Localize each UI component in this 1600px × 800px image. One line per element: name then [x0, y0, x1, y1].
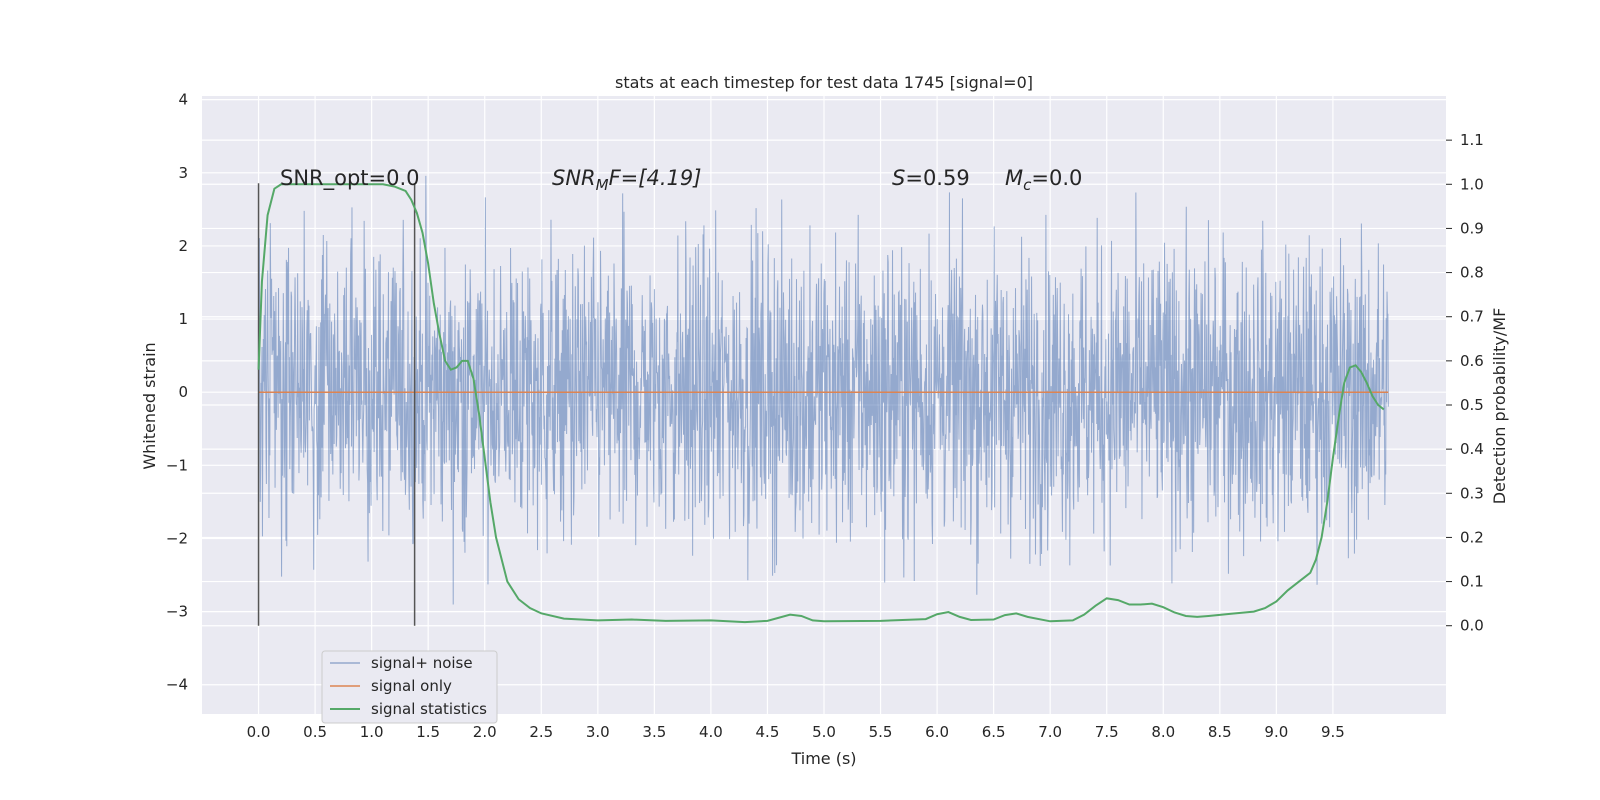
y-right-tick-label: 0.6 — [1460, 352, 1484, 370]
y-right-tick-label: 0.8 — [1460, 264, 1484, 282]
y-tick-label: 4 — [178, 91, 188, 109]
y-right-tick-label: 0.1 — [1460, 573, 1484, 591]
x-tick-label: 4.0 — [699, 723, 723, 741]
x-tick-label: 4.5 — [756, 723, 780, 741]
y-right-tick-label: 0.4 — [1460, 440, 1484, 458]
y-tick-label: −3 — [166, 603, 188, 621]
mc-value: =0.0 — [1031, 166, 1082, 190]
x-tick-labels: 0.0 0.5 1.0 1.5 2.0 2.5 3.0 3.5 4.0 4.5 5.0 5.5 6.0 6… — [247, 723, 1345, 741]
legend-label-signal-only: signal only — [371, 677, 452, 695]
x-tick-label: 2.0 — [473, 723, 497, 741]
y-tick-label: −2 — [166, 529, 188, 547]
y-right-tick-label: 0.9 — [1460, 219, 1484, 237]
legend-box — [321, 650, 498, 724]
s-value: =0.59 — [905, 166, 969, 190]
x-tick-label: 2.5 — [529, 723, 553, 741]
x-tick-label: 8.0 — [1151, 723, 1175, 741]
legend: signal+ noise signal only signal statist… — [321, 650, 498, 724]
y-tick-label: 2 — [178, 237, 188, 255]
annotation-mc: Mc=0.0 — [1005, 166, 1082, 194]
y-right-tick-label: 0.5 — [1460, 396, 1484, 414]
x-tick-label: 7.0 — [1038, 723, 1062, 741]
x-tick-label: 3.5 — [642, 723, 666, 741]
s-label: S — [892, 166, 905, 190]
y-tick-label: 0 — [178, 383, 188, 401]
y-right-tick-label: 1.1 — [1460, 131, 1484, 149]
x-tick-label: 0.5 — [303, 723, 327, 741]
annotation-snr-mf: SNRMF=[4.19] — [552, 166, 701, 194]
legend-label-signal-plus-noise: signal+ noise — [371, 654, 473, 672]
x-tick-label: 6.0 — [925, 723, 949, 741]
y-right-tick-label: 0.2 — [1460, 528, 1484, 546]
y-right-axis-label: Detection probability/MF — [1490, 308, 1509, 505]
snr-mf-sub: M — [596, 176, 609, 194]
y-right-tick-label: 1.0 — [1460, 175, 1484, 193]
y-tick-label: −4 — [166, 676, 188, 694]
y-right-tick-label: 0.3 — [1460, 484, 1484, 502]
vertical-markers — [257, 183, 416, 626]
y-right-tick-label: 0.0 — [1460, 617, 1484, 635]
x-tick-label: 5.5 — [869, 723, 893, 741]
mc-base: M — [1005, 166, 1023, 190]
y-tick-label: −1 — [166, 456, 188, 474]
x-tick-label: 1.5 — [416, 723, 440, 741]
y-tick-label: 3 — [178, 164, 188, 182]
y-axis-label: Whitened strain — [140, 342, 159, 469]
snr-mf-rest: F=[4.19] — [609, 166, 702, 190]
annotation-s: S=0.59 — [892, 166, 970, 190]
x-tick-label: 3.0 — [586, 723, 610, 741]
legend-label-signal-statistics: signal statistics — [371, 700, 487, 718]
series-signal-statistics — [257, 183, 1385, 624]
x-tick-label: 6.5 — [982, 723, 1006, 741]
snr-mf-base: SNR — [552, 166, 596, 190]
chart-title: stats at each timestep for test data 174… — [615, 73, 1033, 92]
y-tick-labels: 4 3 2 1 0 −1 −2 −3 −4 — [166, 91, 188, 694]
x-tick-label: 9.0 — [1264, 723, 1288, 741]
series-signal-plus-noise — [258, 175, 1389, 605]
x-tick-label: 0.0 — [247, 723, 271, 741]
annotation-snr-opt: SNR_opt=0.0 — [280, 166, 420, 191]
noise-trace — [258, 175, 1389, 605]
x-tick-label: 9.5 — [1321, 723, 1345, 741]
x-tick-label: 1.0 — [360, 723, 384, 741]
x-tick-label: 7.5 — [1095, 723, 1119, 741]
y-tick-label: 1 — [178, 310, 188, 328]
y-right-tick-label: 0.7 — [1460, 308, 1484, 326]
x-axis-label: Time (s) — [790, 749, 856, 768]
x-tick-label: 5.0 — [812, 723, 836, 741]
mc-sub: c — [1023, 176, 1032, 194]
y-right-tick-labels: 1.1 1.0 0.9 0.8 0.7 0.6 0.5 0.4 0.3 0.2 0.1 0.0 — [1446, 131, 1484, 635]
x-tick-label: 8.5 — [1208, 723, 1232, 741]
